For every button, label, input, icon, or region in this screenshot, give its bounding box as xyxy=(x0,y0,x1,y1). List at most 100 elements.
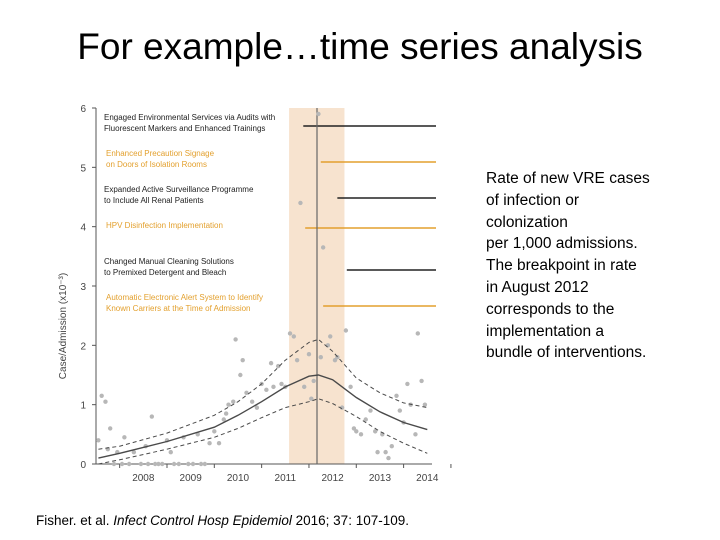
intervention-label: Automatic Electronic Alert System to Ide… xyxy=(106,293,263,302)
citation-authors: Fisher. et al. xyxy=(36,513,114,528)
data-point xyxy=(96,438,101,443)
data-point xyxy=(343,328,349,333)
data-point xyxy=(207,441,212,446)
data-point xyxy=(279,381,284,387)
data-point xyxy=(238,372,243,378)
data-point xyxy=(413,432,418,437)
x-tick-label: 2014 xyxy=(416,473,439,484)
data-point xyxy=(254,405,260,410)
intervention-label: to Include All Renal Patients xyxy=(104,196,204,205)
chart-svg: 0 1 2 3 4 5 6 2008 2009 2010 2011 2012 2013 2014 Case/… xyxy=(58,104,452,484)
trend-line xyxy=(98,374,428,459)
data-point xyxy=(202,461,208,467)
data-point xyxy=(373,429,378,434)
data-point xyxy=(325,343,331,348)
y-tick-label: 4 xyxy=(80,223,86,234)
data-point xyxy=(122,435,127,440)
x-tick-label: 2010 xyxy=(227,473,250,484)
data-point xyxy=(389,444,394,449)
data-point xyxy=(231,399,236,404)
data-point xyxy=(190,461,196,467)
data-point xyxy=(103,399,108,404)
data-point xyxy=(328,334,333,339)
intervention-label: Known Carriers at the Time of Admission xyxy=(106,304,251,313)
data-point xyxy=(249,399,255,404)
data-point xyxy=(264,387,269,393)
intervention-label: HPV Disinfection Implementation xyxy=(106,221,223,230)
data-point xyxy=(240,357,245,363)
data-point xyxy=(131,449,137,455)
intervention-label: Fluorescent Markers and Enhanced Trainin… xyxy=(104,124,265,133)
data-point xyxy=(145,461,151,467)
data-point xyxy=(394,393,399,398)
intervention-label: on Doors of Isolation Rooms xyxy=(106,160,207,169)
data-point xyxy=(386,455,391,461)
data-point xyxy=(198,461,204,467)
y-tick-label: 5 xyxy=(80,163,86,174)
data-point xyxy=(126,461,132,467)
data-point xyxy=(138,461,144,467)
data-point xyxy=(291,334,297,339)
y-tick-label: 2 xyxy=(80,341,86,352)
data-point xyxy=(318,355,323,360)
citation: Fisher. et al. Infect Control Hosp Epide… xyxy=(36,513,409,528)
x-tick-label: 2008 xyxy=(132,473,155,484)
slide-title: For example…time series analysis xyxy=(77,26,643,67)
data-point xyxy=(233,337,238,342)
data-point xyxy=(302,384,307,390)
data-point xyxy=(351,426,357,431)
chart: 0 1 2 3 4 5 6 2008 2009 2010 2011 2012 2013 2014 Case/… xyxy=(54,100,454,492)
data-point xyxy=(332,357,338,363)
intervention-label: to Premixed Detergent and Bleach xyxy=(104,268,226,277)
data-point xyxy=(171,461,177,467)
y-tick-label: 6 xyxy=(80,104,86,115)
intervention-label: Enhanced Precaution Signage xyxy=(106,149,215,158)
data-point xyxy=(363,417,368,422)
x-tick-label: 2013 xyxy=(369,473,392,484)
data-point xyxy=(316,111,321,117)
intervention-label: Changed Manual Cleaning Solutions xyxy=(104,257,234,266)
data-point xyxy=(223,411,229,416)
data-point xyxy=(419,378,424,384)
data-point xyxy=(107,426,113,431)
data-point xyxy=(111,461,117,467)
x-tick-label: 2011 xyxy=(275,473,297,484)
intervention-label: Engaged Environmental Services via Audit… xyxy=(104,113,275,122)
data-point xyxy=(156,461,161,467)
citation-rest: 2016; 37: 107-109. xyxy=(291,513,409,528)
data-point xyxy=(186,461,191,467)
data-point xyxy=(306,352,312,357)
data-point xyxy=(320,245,326,250)
confidence-lower-line xyxy=(98,398,428,465)
data-point xyxy=(415,331,421,336)
data-point xyxy=(152,461,158,467)
data-point xyxy=(309,396,314,401)
y-tick-label: 3 xyxy=(80,282,86,293)
data-point xyxy=(176,461,182,467)
chart-description: Rate of new VRE cases of infection or co… xyxy=(486,170,650,362)
data-point xyxy=(99,393,104,398)
data-point xyxy=(149,414,155,419)
data-point xyxy=(275,363,281,369)
data-point xyxy=(244,390,249,395)
citation-journal: Infect Control Hosp Epidemiol xyxy=(113,513,292,528)
data-point xyxy=(339,405,345,410)
y-tick-label: 1 xyxy=(80,401,86,412)
data-point xyxy=(268,360,274,366)
data-point xyxy=(294,357,300,363)
data-point xyxy=(287,331,293,336)
data-point xyxy=(168,449,173,455)
data-point xyxy=(368,408,373,413)
data-point xyxy=(405,381,410,387)
data-point xyxy=(397,408,403,413)
data-point xyxy=(422,402,428,407)
data-point xyxy=(221,417,226,422)
data-point xyxy=(375,449,380,455)
data-point xyxy=(348,384,353,390)
intervention-label: Expanded Active Surveillance Programme xyxy=(104,185,254,194)
data-point xyxy=(216,441,222,446)
data-point xyxy=(311,378,316,384)
data-point xyxy=(226,402,231,407)
data-point xyxy=(354,429,359,434)
data-point xyxy=(298,200,303,206)
